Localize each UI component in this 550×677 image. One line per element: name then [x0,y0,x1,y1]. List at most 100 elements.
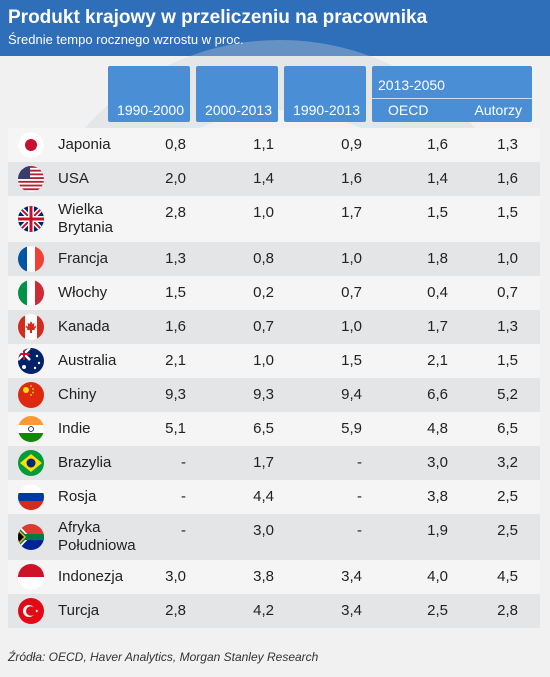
table-cell-value: 0,7 [253,318,274,335]
country-name-line: Japonia [58,136,111,153]
table-row: Francja 1,3 0,8 1,0 1,8 1,0 [8,242,540,276]
country-name-line: Kanada [58,318,110,335]
table-cell-value: 2,8 [497,602,518,619]
table-cell-value: 3,0 [165,568,186,585]
chart-title: Produkt krajowy w przeliczeniu na pracow… [8,7,428,28]
table-cell-value: 1,9 [427,522,448,539]
table-cell-value: 2,1 [165,352,186,369]
source-note: Źródła: OECD, Haver Analytics, Morgan St… [8,650,319,664]
table-cell-value: 2,0 [165,170,186,187]
table-cell-value: 1,8 [427,250,448,267]
table-cell-value: 1,3 [497,136,518,153]
table-cell-value: 3,0 [427,454,448,471]
table-cell-value: 0,8 [165,136,186,153]
table-cell-value: 1,0 [341,318,362,335]
indonesia-flag-icon [18,564,44,590]
table-row: Australia 2,1 1,0 1,5 2,1 1,5 [8,344,540,378]
table-cell-value: 1,7 [341,204,362,221]
table-cell-value: 1,5 [165,284,186,301]
country-name-line: Południowa [58,537,136,554]
table-cell-value: 1,4 [253,170,274,187]
table-cell-value: 9,3 [165,386,186,403]
table-cell-value: 1,7 [253,454,274,471]
table-cell-value: 0,7 [497,284,518,301]
france-flag-icon [18,246,44,272]
country-name: Indonezja [58,568,123,586]
table-row: Japonia 0,8 1,1 0,9 1,6 1,3 [8,128,540,162]
column-header-1990-2013: 1990-2013 [284,66,366,122]
country-name-line: Wielka [58,201,104,218]
table-cell-value: 3,8 [427,488,448,505]
table-cell-value: 9,4 [341,386,362,403]
table-cell-value: 1,3 [497,318,518,335]
table-cell-value: 9,3 [253,386,274,403]
table-row: Kanada 1,6 0,7 1,0 1,7 1,3 [8,310,540,344]
column-group-header-2013-2050: 2013-2050 OECD Autorzy [372,66,532,122]
country-name-line: USA [58,170,89,187]
usa-flag-icon [18,166,44,192]
brazil-flag-icon [18,450,44,476]
table-row: Wielka Brytania 2,8 1,0 1,7 1,5 1,5 [8,196,540,242]
australia-flag-icon [18,348,44,374]
country-name-line: Chiny [58,386,97,403]
table-cell-value: 2,1 [427,352,448,369]
country-name-line: Indonezja [58,568,124,585]
country-name: Indie [58,420,91,438]
country-name: Wielka Brytania [58,201,113,237]
country-name: Chiny [58,386,96,404]
table-cell-value: 1,6 [165,318,186,335]
column-header-oecd: OECD [388,102,429,118]
table-cell-value: 1,0 [253,204,274,221]
table-cell-value: - [357,488,362,505]
table-cell-value: 1,5 [497,352,518,369]
table-cell-value: 1,0 [497,250,518,267]
header-banner: Produkt krajowy w przeliczeniu na pracow… [0,0,550,56]
table-row: Włochy 1,5 0,2 0,7 0,4 0,7 [8,276,540,310]
table-cell-value: 2,8 [165,204,186,221]
country-name: Francja [58,250,108,268]
turkey-flag-icon [18,598,44,624]
table-cell-value: 3,8 [253,568,274,585]
table-cell-value: - [181,454,186,471]
table-cell-value: - [181,488,186,505]
country-name-line: Brazylia [58,454,112,471]
column-group-label: 2013-2050 [378,77,445,93]
italy-flag-icon [18,280,44,306]
japan-flag-icon [18,132,44,158]
table-cell-value: 0,8 [253,250,274,267]
country-name-line: Turcja [58,602,100,619]
data-table: Japonia 0,8 1,1 0,9 1,6 1,3 USA 2,0 1,4 1,6 1,4 1,6… [8,128,540,628]
table-cell-value: 1,6 [341,170,362,187]
china-flag-icon [18,382,44,408]
column-header-autorzy: Autorzy [474,102,522,118]
country-name: Australia [58,352,116,370]
column-header-label: 1990-2000 [117,102,184,118]
table-row: Rosja - 4,4 - 3,8 2,5 [8,480,540,514]
table-row: USA 2,0 1,4 1,6 1,4 1,6 [8,162,540,196]
column-group-divider [372,98,532,99]
table-cell-value: 4,4 [253,488,274,505]
table-cell-value: 6,5 [253,420,274,437]
india-flag-icon [18,416,44,442]
table-cell-value: 6,6 [427,386,448,403]
table-cell-value: 1,0 [341,250,362,267]
table-cell-value: 6,5 [497,420,518,437]
table-cell-value: 3,4 [341,602,362,619]
country-name-line: Afryka [58,519,101,536]
table-cell-value: 2,5 [427,602,448,619]
table-cell-value: 4,2 [253,602,274,619]
table-row: Indie 5,1 6,5 5,9 4,8 6,5 [8,412,540,446]
country-name: Turcja [58,602,99,620]
country-name: Afryka Południowa [58,519,136,555]
russia-flag-icon [18,484,44,510]
country-name: Brazylia [58,454,111,472]
table-cell-value: 2,5 [497,488,518,505]
country-name-line: Włochy [58,284,108,301]
table-cell-value: 1,0 [253,352,274,369]
table-cell-value: 1,4 [427,170,448,187]
table-cell-value: 4,0 [427,568,448,585]
table-cell-value: 0,4 [427,284,448,301]
table-row: Brazylia - 1,7 - 3,0 3,2 [8,446,540,480]
country-name: USA [58,170,89,188]
country-name: Kanada [58,318,110,336]
